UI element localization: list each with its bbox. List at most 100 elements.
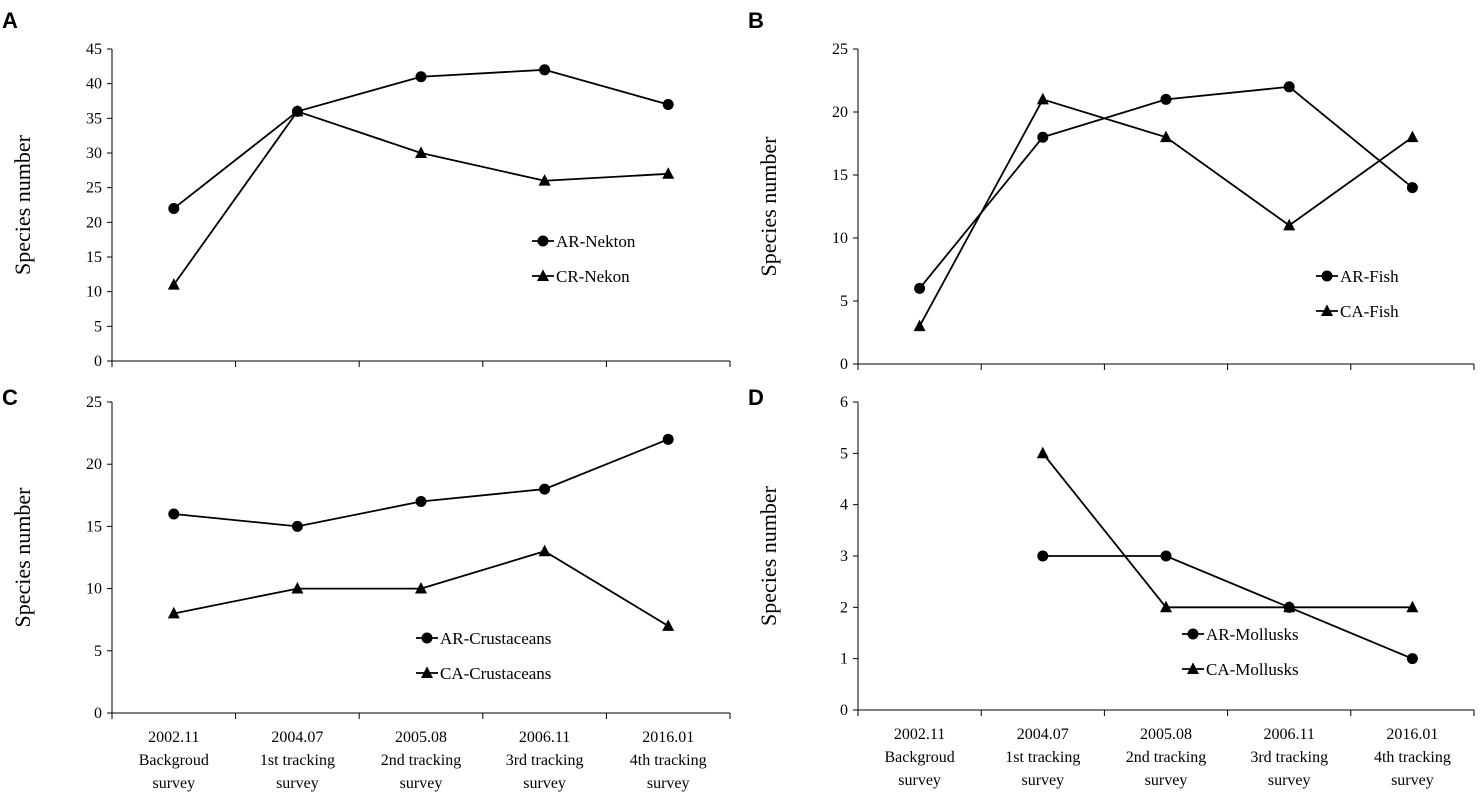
legend-label: AR-Mollusks — [1206, 625, 1299, 644]
data-point-cr-nekon — [662, 167, 675, 179]
y-tick-label: 0 — [840, 702, 848, 719]
y-tick-label: 35 — [86, 110, 102, 127]
y-tick-label: 5 — [840, 445, 848, 462]
y-tick-label: 25 — [832, 41, 848, 58]
y-axis-label: Species number — [10, 134, 35, 275]
panel-letter: B — [748, 8, 764, 33]
legend-marker — [1321, 270, 1333, 282]
data-point-ar-mollusks — [1406, 653, 1418, 665]
data-point-cr-nekon — [167, 278, 180, 290]
panel-letter: A — [2, 8, 18, 33]
legend-label: AR-Fish — [1340, 267, 1399, 286]
legend-marker — [421, 666, 433, 678]
data-point-ca-fish — [913, 319, 926, 332]
y-tick-label: 20 — [86, 456, 102, 473]
data-point-ca-fish — [1036, 92, 1049, 105]
y-tick-label: 0 — [94, 705, 102, 722]
data-point-ca-fish — [1283, 218, 1296, 231]
y-axis-label: Species number — [756, 485, 781, 626]
x-category-label: 2016.01 4th tracking survey — [630, 729, 707, 792]
y-tick-label: 10 — [832, 230, 848, 247]
data-point-ar-nekton — [415, 71, 427, 83]
data-point-ar-fish — [1283, 81, 1295, 93]
legend-marker — [421, 632, 433, 644]
data-point-ca-fish — [1406, 130, 1419, 143]
data-point-ar-nekton — [168, 202, 180, 214]
legend-marker — [1321, 304, 1333, 316]
data-point-ar-crustaceans — [539, 483, 551, 495]
series-line-ar-crustaceans — [173, 438, 669, 528]
data-point-ca-crustaceans — [538, 544, 551, 557]
panel-d: D Species number 0 1 2 3 4 5 6 2002.11 Backgroud su… — [748, 385, 1475, 789]
data-point-ca-fish — [1160, 130, 1172, 143]
legend-marker — [1187, 662, 1199, 674]
data-point-ar-fish — [1037, 131, 1049, 143]
y-tick-label: 10 — [86, 581, 102, 598]
y-tick-label: 20 — [86, 214, 102, 231]
y-tick-label: 0 — [840, 356, 848, 373]
data-point-ar-fish — [1160, 93, 1172, 105]
data-point-ar-fish — [914, 282, 926, 294]
data-point-cr-nekon — [291, 104, 304, 117]
x-category-label: 2002.11 Backgroud survey — [139, 729, 209, 792]
x-category-label: 2006.11 3rd tracking survey — [506, 729, 584, 792]
panel-letter: C — [2, 385, 18, 410]
legend-marker — [537, 235, 549, 247]
y-tick-label: 25 — [86, 180, 102, 197]
y-tick-label: 6 — [840, 394, 848, 411]
x-category-label: 2004.07 1st tracking survey — [1005, 726, 1080, 789]
data-point-ar-crustaceans — [168, 508, 180, 520]
legend-label: AR-Nekton — [556, 232, 636, 251]
y-tick-label: 15 — [832, 167, 848, 184]
data-point-ca-crustaceans — [291, 582, 304, 594]
legend-marker — [537, 269, 549, 281]
legend-label: CA-Mollusks — [1206, 660, 1299, 679]
series-line-cr-nekon — [173, 110, 669, 286]
data-point-ca-crustaceans — [167, 606, 180, 619]
data-point-cr-nekon — [415, 146, 427, 158]
data-point-ca-mollusks — [1160, 600, 1172, 613]
y-tick-label: 15 — [86, 518, 102, 535]
y-tick-label: 2 — [840, 599, 848, 616]
x-category-label: 2016.01 4th tracking survey — [1374, 726, 1451, 789]
y-axis-label: Species number — [756, 136, 781, 277]
panel-b: B Species number 0 5 10 15 20 25 AR-Fish CA-Fish — [748, 8, 1475, 373]
data-point-ca-mollusks — [1036, 446, 1049, 459]
y-tick-label: 3 — [840, 548, 848, 565]
data-point-ar-crustaceans — [662, 433, 674, 445]
panel-c: C Species number 0 5 10 15 20 25 2002.11 Backgrou… — [2, 385, 731, 792]
y-tick-label: 5 — [94, 643, 102, 660]
x-category-label: 2004.07 1st tracking survey — [260, 729, 335, 792]
data-point-ca-crustaceans — [415, 582, 427, 594]
x-category-label: 2006.11 3rd tracking survey — [1250, 726, 1328, 789]
legend-label: CA-Crustaceans — [440, 664, 551, 683]
y-tick-label: 30 — [86, 145, 102, 162]
data-point-ca-mollusks — [1283, 600, 1296, 613]
y-tick-label: 1 — [840, 651, 848, 668]
x-category-label: 2005.08 2nd tracking survey — [1126, 726, 1206, 789]
series-line-ca-mollusks — [1042, 452, 1413, 609]
data-point-ar-mollusks — [1160, 550, 1172, 562]
legend-label: CA-Fish — [1340, 302, 1399, 321]
data-point-ar-crustaceans — [415, 496, 427, 508]
legend-label: CR-Nekon — [556, 267, 630, 286]
data-point-ca-crustaceans — [662, 619, 675, 631]
series-line-ar-fish — [918, 85, 1413, 289]
data-point-cr-nekon — [538, 174, 551, 186]
x-category-label: 2005.08 2nd tracking survey — [381, 729, 461, 792]
legend-label: AR-Crustaceans — [440, 629, 551, 648]
y-tick-label: 0 — [94, 353, 102, 370]
data-point-ar-mollusks — [1037, 550, 1049, 562]
y-tick-label: 5 — [840, 293, 848, 310]
y-axis-label: Species number — [10, 487, 35, 628]
y-tick-label: 10 — [86, 284, 102, 301]
y-tick-label: 5 — [94, 318, 102, 335]
data-point-ar-fish — [1406, 182, 1418, 194]
y-tick-label: 45 — [86, 41, 102, 58]
y-tick-label: 20 — [832, 104, 848, 121]
x-category-label: 2002.11 Backgroud survey — [884, 726, 954, 789]
data-point-ar-nekton — [662, 98, 674, 110]
data-point-ca-mollusks — [1406, 600, 1419, 613]
y-tick-label: 25 — [86, 394, 102, 411]
